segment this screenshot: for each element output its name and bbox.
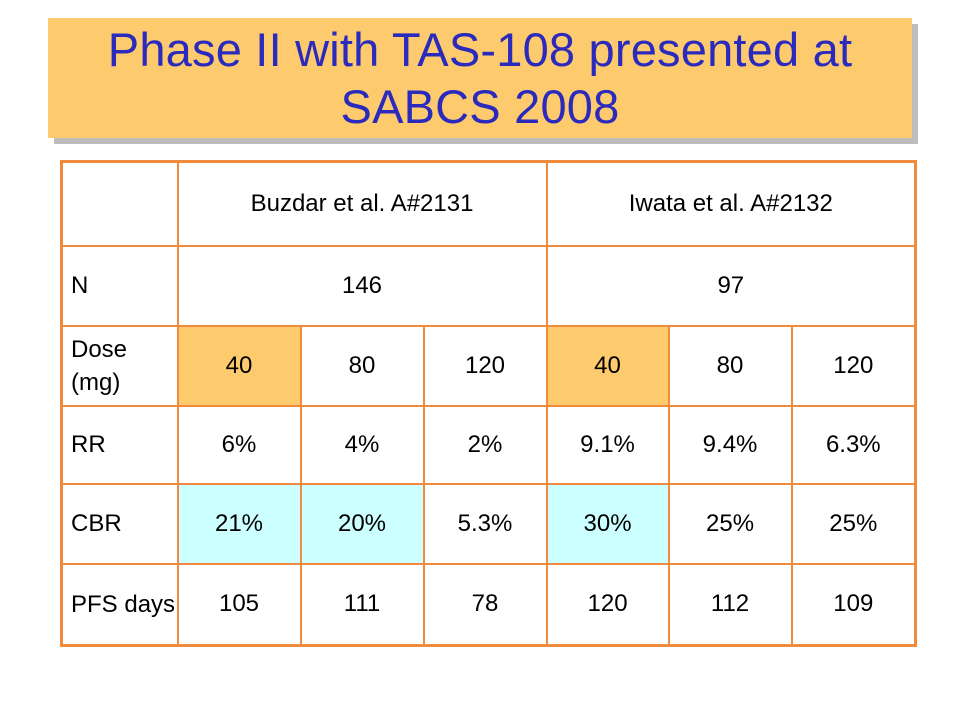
cbr-cell: 5.3% — [422, 482, 548, 565]
cbr-cell: 21% — [176, 482, 302, 565]
cbr-cell: 25% — [667, 482, 793, 565]
dose-cell: 120 — [422, 324, 548, 407]
rr-cell: 2% — [422, 404, 548, 485]
header-study-iwata: Iwata et al. A#2132 — [545, 160, 917, 247]
dose-cell: 40 — [176, 324, 302, 407]
cbr-cell: 25% — [790, 482, 917, 565]
dose-cell: 40 — [545, 324, 670, 407]
row-label-dose: Dose (mg) — [60, 324, 179, 407]
row-label-rr: RR — [60, 404, 179, 485]
row-label-pfs: PFS days — [60, 562, 179, 647]
pfs-cell: 112 — [667, 562, 793, 647]
table-row-pfs: PFS days 105 111 78 120 112 109 — [60, 562, 917, 647]
dose-cell: 80 — [667, 324, 793, 407]
table-row-n: N 146 97 — [60, 244, 917, 327]
table-row-dose: Dose (mg) 40 80 120 40 80 120 — [60, 324, 917, 407]
corner-cell — [60, 160, 179, 247]
table-header-row: Buzdar et al. A#2131 Iwata et al. A#2132 — [60, 160, 917, 247]
rr-cell: 9.1% — [545, 404, 670, 485]
pfs-cell: 109 — [790, 562, 917, 647]
cbr-cell: 20% — [299, 482, 425, 565]
rr-cell: 4% — [299, 404, 425, 485]
slide-title: Phase II with TAS-108 presented at SABCS… — [107, 23, 853, 133]
results-table: Buzdar et al. A#2131 Iwata et al. A#2132… — [60, 160, 918, 647]
row-label-cbr: CBR — [60, 482, 179, 565]
row-label-n: N — [60, 244, 179, 327]
header-study-buzdar: Buzdar et al. A#2131 — [176, 160, 548, 247]
pfs-cell: 105 — [176, 562, 302, 647]
table-row-cbr: CBR 21% 20% 5.3% 30% 25% 25% — [60, 482, 917, 565]
dose-cell: 120 — [790, 324, 917, 407]
n-buzdar: 146 — [176, 244, 548, 327]
dose-cell: 80 — [299, 324, 425, 407]
rr-cell: 6.3% — [790, 404, 917, 485]
pfs-cell: 111 — [299, 562, 425, 647]
pfs-cell: 120 — [545, 562, 670, 647]
pfs-cell: 78 — [422, 562, 548, 647]
title-banner: Phase II with TAS-108 presented at SABCS… — [48, 18, 912, 138]
rr-cell: 9.4% — [667, 404, 793, 485]
cbr-cell: 30% — [545, 482, 670, 565]
table-row-rr: RR 6% 4% 2% 9.1% 9.4% 6.3% — [60, 404, 917, 485]
n-iwata: 97 — [545, 244, 917, 327]
rr-cell: 6% — [176, 404, 302, 485]
